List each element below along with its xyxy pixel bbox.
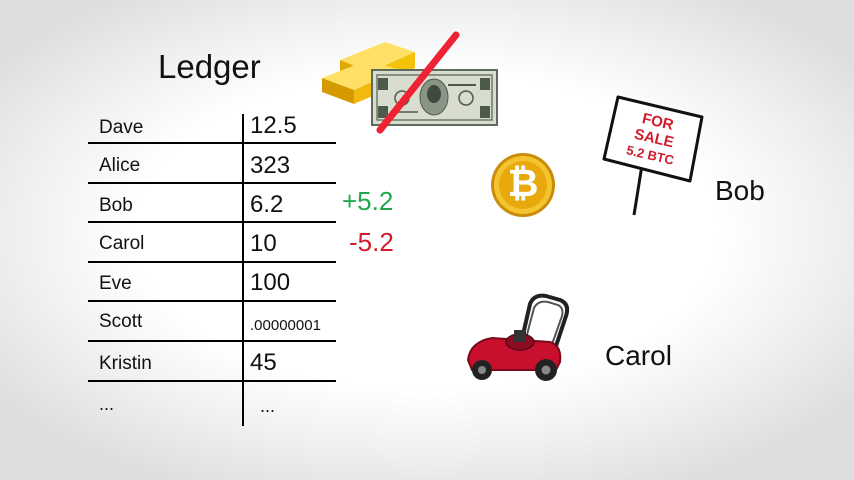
lawn-mower-icon: [466, 293, 570, 381]
ledger-value-bob: 6.2: [250, 191, 284, 218]
ledger-name-eve: Eve: [99, 273, 132, 294]
ledger-name-dave: Dave: [99, 117, 144, 138]
ledger-value-kristin: 45: [250, 349, 277, 376]
bitcoin-coin-icon: ₿: [490, 152, 556, 218]
ledger-name-carol: Carol: [99, 233, 145, 254]
carol-balance-change: -5.2: [349, 227, 394, 257]
ledger-row-divider: [88, 261, 336, 263]
ledger-row-divider: [88, 221, 336, 223]
ledger-row-divider: [88, 340, 336, 342]
person-bob: Bob: [715, 175, 765, 206]
ledger-name-bob: Bob: [99, 195, 133, 216]
ledger-name-alice: Alice: [99, 155, 141, 176]
bob-balance-change: +5.2: [342, 186, 394, 216]
ledger-name-more: ...: [99, 394, 115, 414]
ledger-name-scott: Scott: [99, 311, 143, 332]
ledger-name-kristin: Kristin: [99, 353, 152, 374]
bitcoin-symbol: ₿: [507, 161, 539, 205]
crossed-out-money-icon: [322, 31, 498, 134]
ledger-row-divider: [88, 182, 336, 184]
ledger-value-scott: .00000001: [250, 317, 321, 334]
dollar-bill-icon: [371, 69, 498, 126]
ledger-value-eve: 100: [250, 269, 291, 296]
ledger-row-divider: [88, 142, 336, 144]
ledger-row-divider: [88, 380, 336, 382]
for-sale-sign-icon: FOR SALE 5.2 BTC: [600, 95, 710, 220]
ledger-title: Ledger: [158, 48, 261, 85]
ledger-value-more: ...: [260, 396, 276, 416]
cross-out-slash: [376, 31, 460, 134]
ledger-row-divider: [88, 300, 336, 302]
ledger-value-alice: 323: [250, 152, 291, 179]
ledger-value-carol: 10: [250, 230, 277, 257]
ledger-column-divider: [242, 114, 244, 426]
person-carol: Carol: [605, 340, 672, 371]
ledger-value-dave: 12.5: [250, 112, 297, 139]
